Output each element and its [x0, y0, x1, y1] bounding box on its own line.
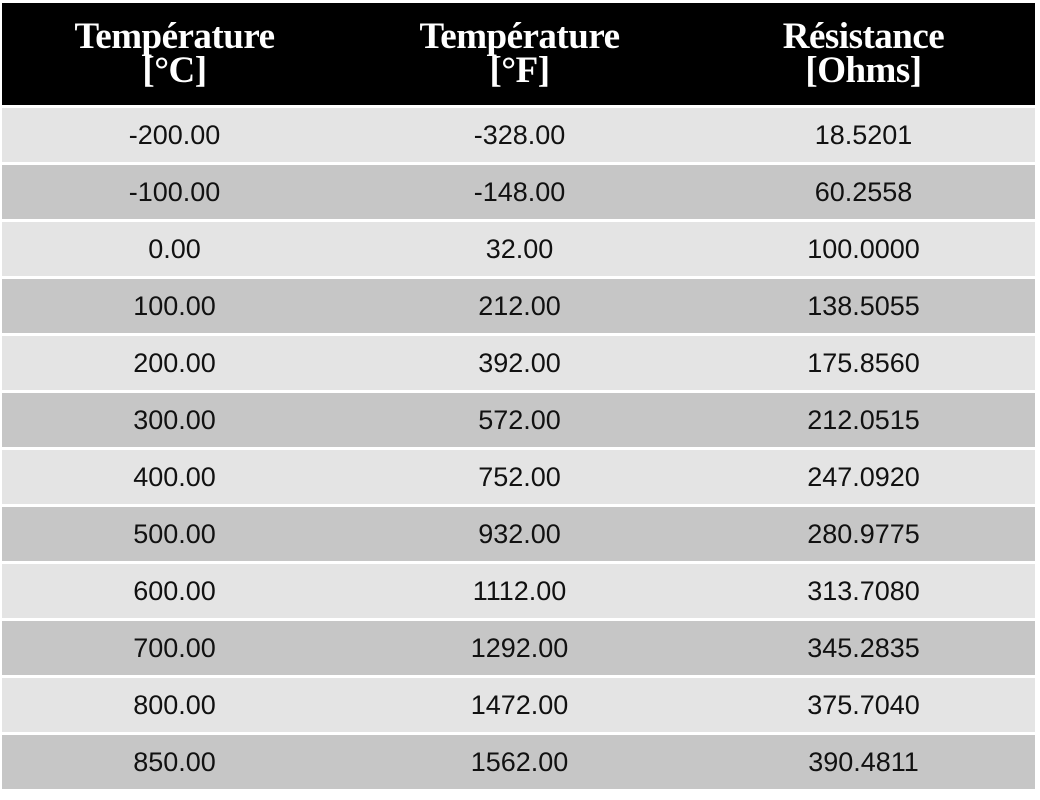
resistance-table: Température [°C] Température [°F] Résistan… — [2, 3, 1035, 789]
fahrenheit-cell: 752.00 — [347, 447, 692, 504]
resistance-cell: 313.7080 — [692, 561, 1035, 618]
fahrenheit-cell: 32.00 — [347, 219, 692, 276]
table-row: 300.00 572.00 212.0515 — [2, 390, 1035, 447]
resistance-cell: 60.2558 — [692, 162, 1035, 219]
resistance-cell: 138.5055 — [692, 276, 1035, 333]
header-fahrenheit: Température [°F] — [347, 3, 692, 105]
header-unit: [°C] — [142, 50, 207, 91]
header-resistance: Résistance [Ohms] — [692, 3, 1035, 105]
fahrenheit-cell: 1292.00 — [347, 618, 692, 675]
celsius-cell: 800.00 — [2, 675, 347, 732]
table-row: -100.00 -148.00 60.2558 — [2, 162, 1035, 219]
header-line: Température — [419, 16, 620, 57]
header-row: Température [°C] Température [°F] Résistan… — [2, 3, 1035, 105]
fahrenheit-cell: 572.00 — [347, 390, 692, 447]
table-body: -200.00 -328.00 18.5201 -100.00 -148.00 60.25… — [2, 105, 1035, 789]
table-row: 400.00 752.00 247.0920 — [2, 447, 1035, 504]
resistance-cell: 390.4811 — [692, 732, 1035, 789]
table-row: 100.00 212.00 138.5055 — [2, 276, 1035, 333]
fahrenheit-cell: 392.00 — [347, 333, 692, 390]
celsius-cell: 200.00 — [2, 333, 347, 390]
resistance-cell: 345.2835 — [692, 618, 1035, 675]
fahrenheit-cell: 1562.00 — [347, 732, 692, 789]
table-row: 200.00 392.00 175.8560 — [2, 333, 1035, 390]
resistance-cell: 18.5201 — [692, 105, 1035, 162]
celsius-cell: 0.00 — [2, 219, 347, 276]
celsius-cell: 100.00 — [2, 276, 347, 333]
celsius-cell: 400.00 — [2, 447, 347, 504]
celsius-cell: 700.00 — [2, 618, 347, 675]
table-row: 850.00 1562.00 390.4811 — [2, 732, 1035, 789]
celsius-cell: 850.00 — [2, 732, 347, 789]
table-row: 0.00 32.00 100.0000 — [2, 219, 1035, 276]
celsius-cell: -100.00 — [2, 162, 347, 219]
celsius-cell: 300.00 — [2, 390, 347, 447]
celsius-cell: -200.00 — [2, 105, 347, 162]
table-row: 700.00 1292.00 345.2835 — [2, 618, 1035, 675]
fahrenheit-cell: 212.00 — [347, 276, 692, 333]
header-unit: [°F] — [489, 50, 550, 91]
resistance-cell: 100.0000 — [692, 219, 1035, 276]
celsius-cell: 600.00 — [2, 561, 347, 618]
fahrenheit-cell: -148.00 — [347, 162, 692, 219]
header-line: Température — [74, 16, 275, 57]
fahrenheit-cell: 932.00 — [347, 504, 692, 561]
resistance-cell: 175.8560 — [692, 333, 1035, 390]
header-unit: [Ohms] — [805, 50, 922, 91]
resistance-cell: 212.0515 — [692, 390, 1035, 447]
table-row: 500.00 932.00 280.9775 — [2, 504, 1035, 561]
fahrenheit-cell: 1112.00 — [347, 561, 692, 618]
header-line: Résistance — [782, 16, 945, 57]
table-row: -200.00 -328.00 18.5201 — [2, 105, 1035, 162]
fahrenheit-cell: 1472.00 — [347, 675, 692, 732]
resistance-cell: 280.9775 — [692, 504, 1035, 561]
table-row: 600.00 1112.00 313.7080 — [2, 561, 1035, 618]
resistance-cell: 375.7040 — [692, 675, 1035, 732]
table-header: Température [°C] Température [°F] Résistan… — [2, 3, 1035, 105]
celsius-cell: 500.00 — [2, 504, 347, 561]
header-celsius: Température [°C] — [2, 3, 347, 105]
table-row: 800.00 1472.00 375.7040 — [2, 675, 1035, 732]
resistance-cell: 247.0920 — [692, 447, 1035, 504]
fahrenheit-cell: -328.00 — [347, 105, 692, 162]
